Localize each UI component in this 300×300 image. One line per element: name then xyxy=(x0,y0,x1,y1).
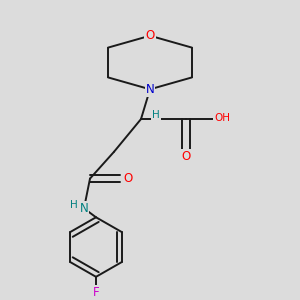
Text: O: O xyxy=(146,29,154,42)
Text: F: F xyxy=(93,286,99,299)
Text: H: H xyxy=(70,200,77,210)
Text: H: H xyxy=(152,110,160,120)
Text: OH: OH xyxy=(214,112,230,123)
Text: N: N xyxy=(146,83,154,96)
Text: N: N xyxy=(80,202,88,215)
Text: O: O xyxy=(182,150,190,163)
Text: O: O xyxy=(123,172,132,185)
